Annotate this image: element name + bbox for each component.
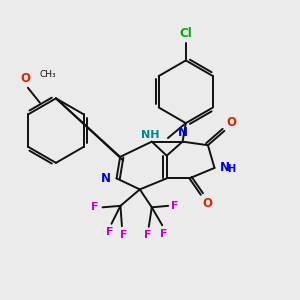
Text: F: F (92, 202, 99, 212)
Text: F: F (120, 230, 127, 240)
Text: NH: NH (141, 130, 160, 140)
Text: N: N (178, 126, 188, 139)
Text: F: F (160, 229, 167, 239)
Text: F: F (106, 227, 114, 237)
Text: H: H (227, 164, 235, 174)
Text: N: N (220, 161, 230, 174)
Text: O: O (202, 197, 212, 210)
Text: Cl: Cl (179, 27, 192, 40)
Text: O: O (227, 116, 237, 129)
Text: F: F (171, 201, 178, 211)
Text: O: O (20, 72, 30, 85)
Text: CH₃: CH₃ (40, 70, 56, 79)
Text: F: F (144, 230, 151, 240)
Text: N: N (101, 172, 111, 185)
